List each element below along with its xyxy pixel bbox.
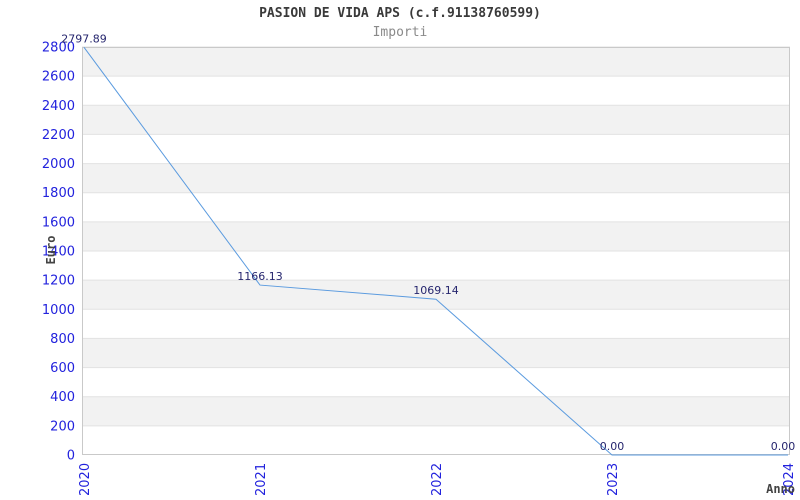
y-tick-label: 1400	[42, 245, 75, 260]
grid-band	[82, 338, 790, 368]
grid-band	[82, 280, 790, 310]
y-tick-label: 2600	[42, 70, 75, 85]
data-line	[83, 47, 788, 456]
grid-band	[82, 221, 790, 251]
y-tick-label: 2400	[42, 99, 75, 114]
x-tick-label: 2022	[430, 463, 445, 496]
y-tick-label: 2000	[42, 157, 75, 172]
chart-subtitle: Importi	[372, 25, 428, 40]
x-tick-label: 2021	[254, 463, 269, 496]
y-tick-label: 1200	[42, 274, 75, 289]
y-tick-label: 2800	[42, 41, 75, 56]
grid-band	[82, 105, 790, 135]
y-tick-label: 2200	[42, 128, 75, 143]
x-tick-label: 2020	[78, 463, 93, 496]
x-tick-label: 2023	[606, 463, 621, 496]
grid-band	[82, 47, 790, 77]
y-tick-label: 800	[50, 332, 75, 347]
y-tick-label: 200	[50, 419, 75, 434]
y-axis-title: Euro	[44, 235, 58, 265]
y-tick-label: 1000	[42, 303, 75, 318]
y-tick-label: 600	[50, 361, 75, 376]
x-tick-label: 2024	[782, 463, 797, 496]
data-label: 2797.89	[61, 32, 107, 45]
data-label: 0.00	[600, 440, 625, 453]
data-label: 1166.13	[237, 270, 283, 283]
chart-title: PASION DE VIDA APS (c.f.91138760599)	[259, 6, 541, 21]
plot-border	[82, 47, 790, 455]
y-tick-label: 400	[50, 390, 75, 405]
grid-band	[82, 396, 790, 426]
y-tick-label: 1800	[42, 186, 75, 201]
y-tick-label: 0	[67, 449, 75, 464]
grid-band	[82, 163, 790, 193]
x-axis-title: Anno	[766, 482, 795, 496]
data-label: 0.00	[771, 440, 796, 453]
data-label: 1069.14	[413, 284, 459, 297]
y-tick-label: 1600	[42, 215, 75, 230]
